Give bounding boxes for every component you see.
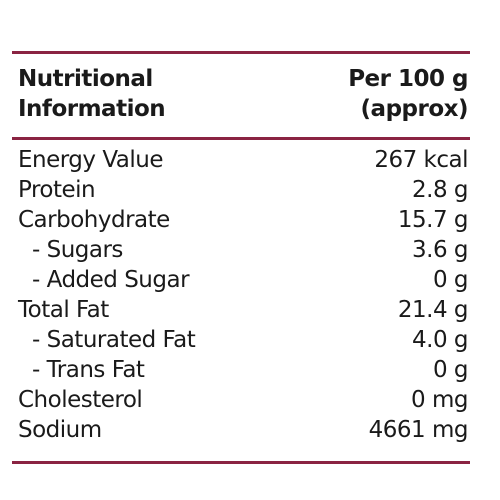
- table-row: Protein 2.8 g: [18, 175, 469, 205]
- bottom-rule: [12, 461, 470, 464]
- nutrient-label: Sodium: [18, 417, 102, 443]
- nutrient-value: 0 mg: [411, 387, 468, 413]
- nutrient-value: 3.6 g: [412, 237, 469, 263]
- nutrient-value: 4661 mg: [368, 417, 469, 443]
- table-row: Carbohydrate 15.7 g: [18, 205, 469, 235]
- header-text: Nutritional: [18, 66, 153, 92]
- table-row: - Saturated Fat 4.0 g: [18, 325, 469, 355]
- nutrient-label: - Added Sugar: [32, 267, 190, 293]
- nutrient-label: Total Fat: [18, 297, 109, 323]
- table-header: Nutritional Information Per 100 g (appro…: [18, 64, 468, 124]
- nutrient-value: 2.8 g: [412, 177, 469, 203]
- nutrient-label: Energy Value: [18, 147, 164, 173]
- header-text: Information: [18, 96, 166, 122]
- table-body: Energy Value 267 kcal Protein 2.8 g Carbohyd…: [18, 145, 469, 445]
- header-text: (approx): [360, 96, 469, 122]
- table-row: Cholesterol 0 mg: [18, 385, 468, 415]
- nutrient-label: - Sugars: [32, 237, 123, 263]
- header-left: Nutritional Information: [18, 64, 166, 124]
- nutrient-value: 267 kcal: [374, 147, 468, 173]
- nutrient-value: 21.4 g: [397, 297, 469, 323]
- nutrient-label: Protein: [18, 177, 96, 203]
- nutrient-value: 4.0 g: [412, 327, 469, 353]
- nutrient-label: - Saturated Fat: [32, 327, 196, 353]
- table-row: Sodium 4661 mg: [18, 415, 469, 445]
- nutrient-value: 0 g: [432, 357, 469, 383]
- nutrient-label: Cholesterol: [18, 387, 143, 413]
- table-row: - Trans Fat 0 g: [18, 355, 469, 385]
- table-row: Energy Value 267 kcal: [18, 145, 468, 175]
- table-row: - Sugars 3.6 g: [18, 235, 469, 265]
- table-row: - Added Sugar 0 g: [18, 265, 469, 295]
- table-row: Total Fat 21.4 g: [18, 295, 469, 325]
- nutrient-label: Carbohydrate: [18, 207, 170, 233]
- nutrient-value: 0 g: [432, 267, 469, 293]
- top-rule: [12, 51, 470, 54]
- nutrient-label: - Trans Fat: [32, 357, 145, 383]
- header-text: Per 100 g: [348, 66, 468, 92]
- header-right: Per 100 g (approx): [348, 64, 468, 124]
- header-rule: [12, 137, 470, 140]
- nutrient-value: 15.7 g: [397, 207, 469, 233]
